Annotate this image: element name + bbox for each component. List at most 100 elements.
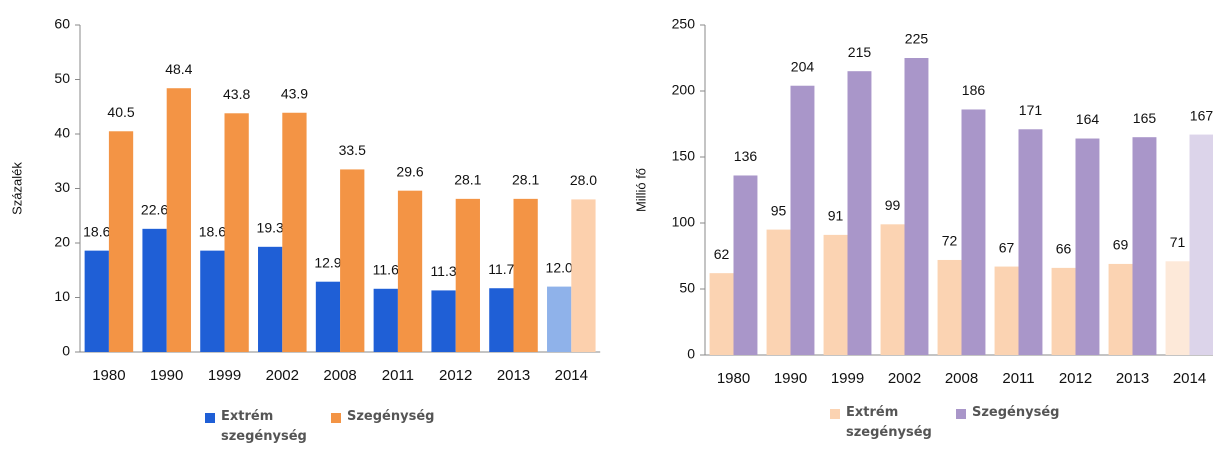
x-tick-label: 2013 (497, 367, 530, 384)
bar (1132, 137, 1157, 355)
data-label: 11.6 (373, 261, 399, 277)
bar (994, 266, 1019, 355)
data-label: 29.6 (396, 163, 423, 179)
bar (1018, 129, 1043, 355)
legend: Extrém szegénység Szegénység (205, 409, 457, 447)
legend-label: Extrém szegénység (221, 409, 307, 444)
x-tick-label: 2002 (266, 367, 299, 384)
data-label: 28.1 (512, 172, 539, 188)
x-tick-label: 1990 (774, 370, 807, 387)
legend-swatch (830, 409, 840, 419)
bar (571, 199, 596, 352)
legend-item: Extrém szegénység (205, 409, 309, 447)
bar (1165, 261, 1190, 355)
legend-label: Extrém szegénység (846, 405, 932, 440)
data-label: 62 (714, 246, 730, 262)
bar (1189, 134, 1213, 355)
data-label: 43.9 (281, 85, 308, 101)
x-tick-label: 1999 (831, 370, 864, 387)
data-label: 11.3 (430, 263, 456, 279)
data-label: 40.5 (107, 104, 134, 120)
bar (1051, 267, 1076, 355)
y-tick-label: 150 (672, 148, 696, 164)
bar (258, 246, 283, 352)
y-tick-label: 30 (54, 179, 70, 195)
bar (315, 281, 341, 352)
bar (340, 169, 365, 352)
y-tick-label: 10 (54, 288, 70, 304)
data-label: 12.0 (546, 259, 573, 275)
x-tick-label: 2008 (945, 370, 978, 387)
x-tick-label: 2014 (1173, 370, 1206, 387)
data-label: 72 (942, 233, 958, 249)
data-label: 69 (1113, 237, 1129, 253)
data-label: 19.3 (257, 220, 284, 236)
x-tick-label: 2002 (888, 370, 921, 387)
legend-swatch (205, 413, 215, 423)
x-tick-label: 1999 (208, 367, 241, 384)
x-tick-label: 1980 (92, 367, 125, 384)
data-label: 225 (905, 31, 929, 47)
data-label: 215 (848, 44, 872, 60)
bar (397, 190, 423, 352)
y-tick-label: 50 (679, 280, 695, 296)
y-tick-label: 0 (62, 343, 70, 359)
x-tick-label: 2011 (382, 367, 414, 384)
y-tick-label: 20 (54, 234, 70, 250)
data-label: 18.6 (199, 223, 226, 239)
x-tick-label: 2011 (1002, 370, 1034, 387)
bar (455, 198, 480, 352)
data-label: 99 (885, 197, 901, 213)
bar (790, 85, 815, 355)
x-tick-label: 2012 (439, 367, 472, 384)
data-label: 186 (962, 82, 986, 98)
y-tick-label: 200 (672, 82, 696, 98)
data-label: 12.9 (314, 254, 341, 270)
bar (733, 175, 758, 355)
data-label: 171 (1019, 102, 1043, 118)
data-label: 91 (828, 208, 844, 224)
data-label: 18.6 (83, 223, 110, 239)
x-tick-label: 1980 (717, 370, 750, 387)
legend-item: Extrém szegénység (830, 405, 934, 443)
data-label: 165 (1133, 110, 1157, 126)
bar (547, 286, 572, 352)
bar (166, 88, 191, 352)
data-label: 43.8 (223, 86, 250, 102)
y-tick-label: 50 (54, 70, 70, 86)
data-label: 28.1 (454, 172, 481, 188)
y-axis-label: Százalék (9, 162, 24, 215)
bar (84, 250, 109, 352)
bar (823, 234, 848, 355)
bar (200, 250, 225, 352)
legend-swatch (956, 409, 966, 419)
y-tick-label: 250 (672, 16, 696, 32)
bar (847, 71, 872, 355)
bar (937, 259, 962, 355)
data-label: 167 (1190, 107, 1213, 123)
bar (961, 109, 986, 355)
x-tick-label: 2008 (323, 367, 356, 384)
data-label: 67 (999, 239, 1015, 255)
y-tick-label: 40 (54, 125, 70, 141)
data-label: 136 (734, 148, 758, 164)
bar (108, 131, 134, 352)
bar (1075, 138, 1100, 355)
legend-label: Szegénység (347, 409, 435, 424)
data-label: 95 (771, 202, 787, 218)
bar (709, 273, 734, 355)
data-label: 33.5 (339, 142, 366, 158)
x-tick-label: 2012 (1059, 370, 1092, 387)
x-tick-label: 2014 (555, 367, 588, 384)
legend: Extrém szegénység Szegénység (830, 405, 1082, 443)
bar (904, 58, 929, 355)
data-label: 11.7 (488, 261, 514, 277)
bar (142, 228, 167, 352)
data-label: 204 (791, 58, 815, 74)
bar (880, 224, 905, 355)
bar (1108, 263, 1133, 355)
data-label: 28.0 (570, 172, 597, 188)
x-tick-label: 1990 (150, 367, 183, 384)
